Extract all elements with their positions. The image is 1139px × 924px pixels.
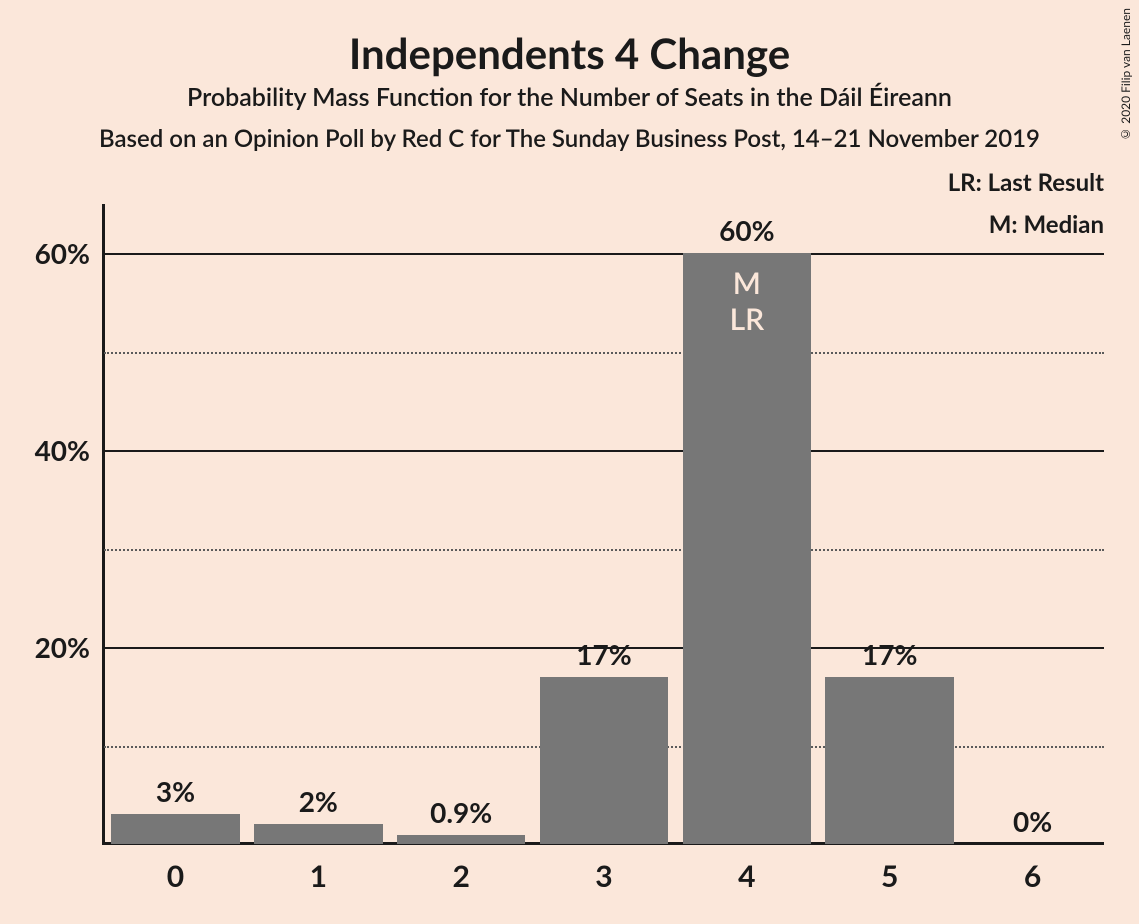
x-tick-label: 5 bbox=[881, 844, 898, 894]
y-tick-label: 60% bbox=[35, 236, 104, 270]
bar-value-label: 60% bbox=[719, 213, 774, 253]
x-tick-label: 2 bbox=[452, 844, 469, 894]
gridline-minor bbox=[104, 352, 1104, 354]
legend-lr: LR: Last Result bbox=[948, 168, 1104, 197]
bar: 17% bbox=[825, 677, 954, 844]
chart-subtitle-1: Probability Mass Function for the Number… bbox=[0, 82, 1139, 112]
bar-value-label: 0.9% bbox=[430, 795, 492, 835]
gridline-minor bbox=[104, 549, 1104, 551]
bar-value-label: 17% bbox=[576, 637, 631, 677]
bar-value-label: 0% bbox=[1013, 804, 1052, 844]
bar: 3% bbox=[111, 814, 240, 844]
x-tick-label: 3 bbox=[595, 844, 612, 894]
plot-area: 20%40%60%3%02%10.9%217%360%MLR417%50%6 bbox=[104, 204, 1104, 844]
bar-value-label: 17% bbox=[862, 637, 917, 677]
bar: 2% bbox=[254, 824, 383, 844]
bar: 17% bbox=[540, 677, 669, 844]
y-tick-label: 40% bbox=[35, 433, 104, 467]
bar: 0.9% bbox=[397, 835, 526, 844]
gridline-major bbox=[104, 450, 1104, 452]
bar-annotation: MLR bbox=[730, 265, 765, 337]
y-tick-label: 20% bbox=[35, 630, 104, 664]
chart-title: Independents 4 Change bbox=[0, 28, 1139, 78]
bar-value-label: 2% bbox=[299, 784, 338, 824]
x-tick-label: 4 bbox=[738, 844, 755, 894]
x-tick-label: 6 bbox=[1024, 844, 1041, 894]
x-tick-label: 1 bbox=[310, 844, 327, 894]
bar-value-label: 3% bbox=[156, 774, 195, 814]
credit-text: © 2020 Filip van Laenen bbox=[1118, 8, 1133, 142]
y-axis-line bbox=[102, 204, 105, 844]
bar: 60%MLR bbox=[683, 253, 812, 844]
x-tick-label: 0 bbox=[167, 844, 184, 894]
gridline-major bbox=[104, 253, 1104, 255]
chart-subtitle-2: Based on an Opinion Poll by Red C for Th… bbox=[0, 124, 1139, 153]
